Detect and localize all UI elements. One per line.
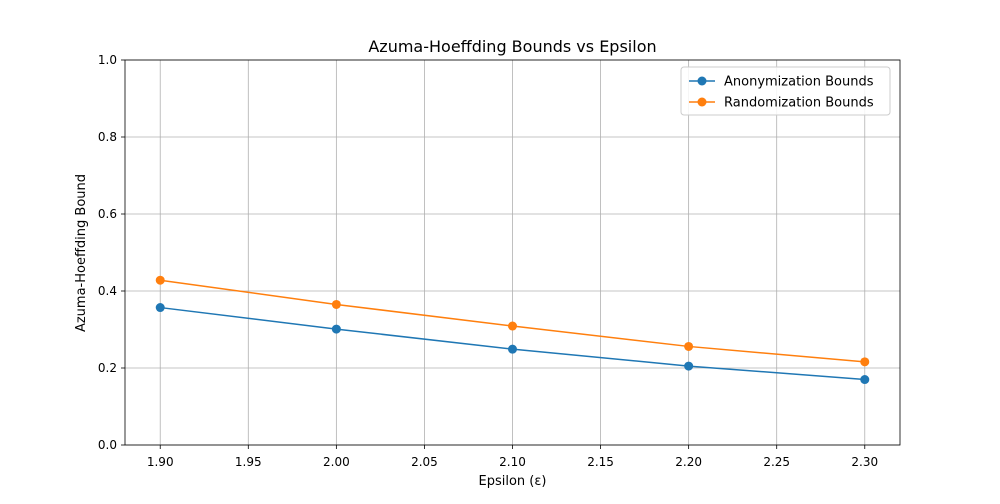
series-1-point: [684, 361, 694, 371]
series-2-point: [155, 275, 165, 285]
x-tick-label: 2.10: [499, 455, 526, 469]
legend-label-1: Anonymization Bounds: [724, 75, 874, 90]
x-tick-label: 2.30: [851, 455, 878, 469]
series-2-point: [508, 321, 517, 331]
x-tick-label: 2.25: [763, 455, 790, 469]
y-tick-label: 0.6: [98, 207, 117, 221]
x-tick-label: 2.00: [323, 455, 350, 469]
y-tick-label: 0.2: [98, 361, 117, 375]
series-2-point: [684, 341, 694, 351]
series-1-point: [508, 344, 517, 354]
series-2-point: [331, 299, 341, 309]
y-axis-label: Azuma-Hoeffding Bound: [74, 174, 89, 332]
x-tick-label: 2.20: [675, 455, 702, 469]
x-tick-label: 1.95: [235, 455, 262, 469]
series-1-point: [860, 375, 870, 385]
series-1-point: [155, 303, 165, 313]
x-tick-label: 2.15: [587, 455, 614, 469]
y-tick-label: 0.8: [98, 130, 117, 144]
axes: 1.90 1.95 2.00 2.05 2.10 2.15 2.20 2.25 2.30 0.0 0…: [98, 53, 901, 469]
x-tick-label: 1.90: [147, 455, 174, 469]
series-group: [155, 275, 870, 385]
y-tick-label: 0.0: [98, 438, 117, 452]
legend: Anonymization Bounds Randomization Bounds: [680, 66, 891, 116]
x-tick-label: 2.05: [411, 455, 438, 469]
legend-marker: [697, 76, 707, 86]
series-2-point: [860, 357, 870, 367]
x-axis-label: Epsilon (ε): [479, 474, 547, 489]
legend-label-2: Randomization Bounds: [724, 96, 874, 111]
legend-box: [680, 66, 891, 116]
legend-marker: [697, 97, 707, 107]
series-1-point: [331, 324, 341, 334]
chart-title: Azuma-Hoeffding Bounds vs Epsilon: [368, 37, 656, 56]
y-tick-label: 1.0: [98, 53, 117, 67]
y-tick-label: 0.4: [98, 284, 117, 298]
